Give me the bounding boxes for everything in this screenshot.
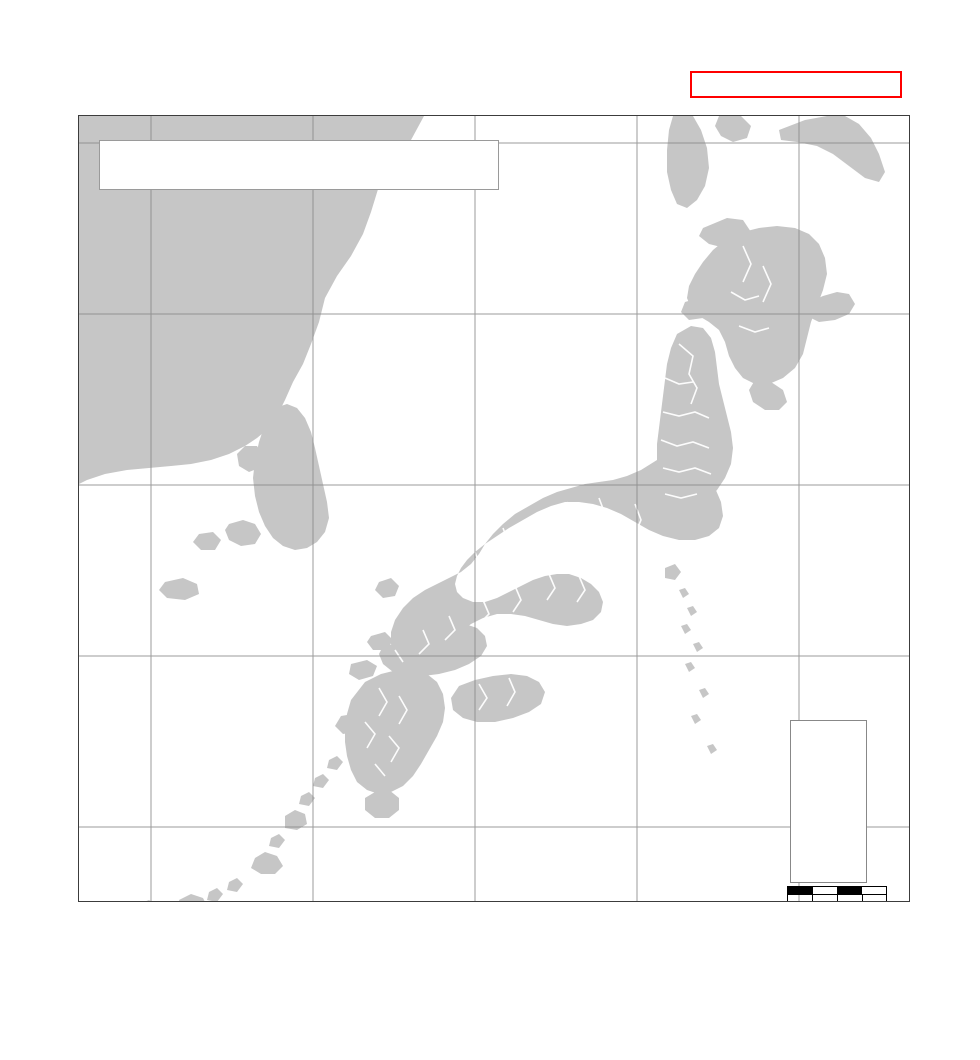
legend-box xyxy=(790,720,867,883)
prefecture-boundaries-layer xyxy=(364,245,772,777)
longitude-axis xyxy=(78,928,910,948)
landmass-layer xyxy=(79,116,885,901)
map-plot-area[interactable] xyxy=(78,115,910,902)
latitude-axis xyxy=(0,115,72,902)
preliminary-data-badge xyxy=(690,71,902,98)
map-canvas xyxy=(79,116,909,901)
scale-bar-ticks xyxy=(787,895,887,901)
timestamp-box xyxy=(99,140,499,190)
scale-bar xyxy=(787,886,897,901)
scale-bar-graphic xyxy=(787,886,887,895)
